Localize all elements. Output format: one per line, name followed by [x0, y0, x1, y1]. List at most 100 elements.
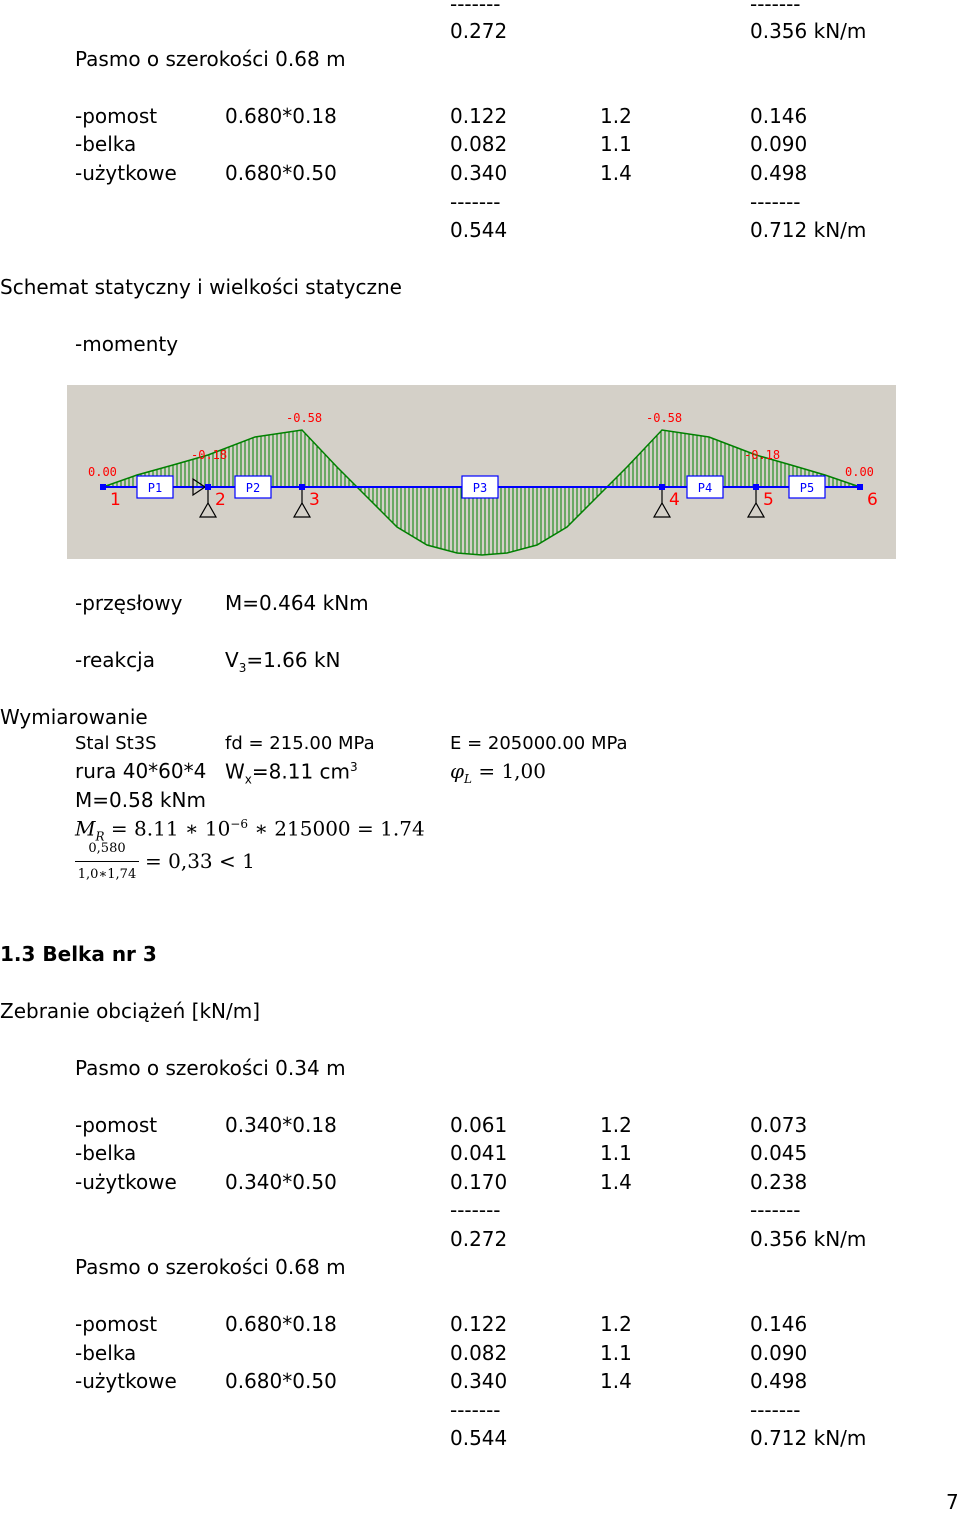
zebranie-heading: Zebranie obciążeń [kN/m] [0, 999, 261, 1023]
row-calc: 0.340*0.50 [225, 1170, 337, 1194]
fraction-bar [75, 861, 139, 862]
row-design: 0.498 [750, 161, 808, 185]
node-number: 1 [110, 490, 121, 510]
span-box [461, 475, 499, 499]
row-design: 0.090 [750, 1341, 808, 1365]
row-name: -belka [75, 1341, 137, 1365]
moment-value: -0.18 [191, 448, 227, 462]
pasmo-label: Pasmo o szerokości 0.34 m [75, 1056, 346, 1080]
moment-value: 0.00 [88, 465, 117, 479]
row-name: -użytkowe [75, 161, 177, 185]
moment-value: 0.00 [845, 465, 874, 479]
row-char: 0.041 [450, 1141, 508, 1165]
node-marker [100, 484, 106, 490]
row-name: -belka [75, 132, 137, 156]
dash-line: ------- [450, 190, 501, 214]
dash-line: ------- [450, 1198, 501, 1222]
phi-formula: φL = 1,00 [450, 759, 546, 786]
span-label: P1 [148, 481, 162, 495]
row-design: 0.073 [750, 1113, 808, 1137]
sum-design: 0.356 kN/m [750, 1227, 867, 1251]
row-name: -belka [75, 1141, 137, 1165]
row-char: 0.122 [450, 104, 508, 128]
dash-line: ------- [750, 1198, 801, 1222]
row-name: -pomost [75, 1312, 158, 1336]
pasmo-label: Pasmo o szerokości 0.68 m [75, 1255, 346, 1279]
mr-formula: MR = 8.11 ∗ 10−6 ∗ 215000 = 1.74 [75, 816, 425, 844]
moment-value: -0.58 [646, 411, 682, 425]
dash-line: ------- [450, 1398, 501, 1422]
dash-line: ------- [450, 0, 501, 16]
fd-value: fd = 215.00 MPa [225, 733, 375, 754]
node-number: 4 [669, 490, 680, 510]
fraction-result: = 0,33 < 1 [145, 849, 255, 873]
row-factor: 1.2 [600, 104, 632, 128]
dash-line: ------- [750, 0, 801, 16]
node-number: 5 [763, 490, 774, 510]
page-number: 7 [946, 1490, 959, 1514]
sum-char: 0.272 [450, 19, 508, 43]
total-design: 0.712 kN/m [750, 218, 867, 242]
span-label: P3 [473, 481, 487, 495]
moment-hatch [104, 430, 858, 555]
row-calc: 0.680*0.50 [225, 1369, 337, 1393]
row-calc: 0.680*0.18 [225, 1312, 337, 1336]
row-char: 0.170 [450, 1170, 508, 1194]
wx-value: Wx=8.11 cm3 [225, 759, 358, 787]
span-box [788, 475, 826, 499]
node-number: 3 [309, 490, 320, 510]
span-box [234, 475, 272, 499]
momenty-label: -momenty [75, 332, 179, 356]
node-marker [299, 484, 305, 490]
row-name: -pomost [75, 104, 158, 128]
hinge-icon [192, 477, 207, 497]
sum-design: 0.712 kN/m [750, 1426, 867, 1450]
section-heading: 1.3 Belka nr 3 [0, 942, 157, 966]
row-factor: 1.4 [600, 1369, 632, 1393]
span-label: P2 [246, 481, 260, 495]
row-factor: 1.2 [600, 1113, 632, 1137]
row-calc: 0.340*0.18 [225, 1113, 337, 1137]
schemat-heading: Schemat statyczny i wielkości statyczne [0, 275, 402, 299]
row-factor: 1.1 [600, 1141, 632, 1165]
row-char: 0.340 [450, 161, 508, 185]
sum-char: 0.544 [450, 1426, 508, 1450]
sum-char: 0.272 [450, 1227, 508, 1251]
span-label: P4 [698, 481, 712, 495]
row-name: -użytkowe [75, 1369, 177, 1393]
row-factor: 1.4 [600, 1170, 632, 1194]
row-design: 0.090 [750, 132, 808, 156]
node-marker [857, 484, 863, 490]
row-name: -pomost [75, 1113, 158, 1137]
span-box [686, 475, 724, 499]
node-number: 6 [867, 490, 878, 510]
row-char: 0.122 [450, 1312, 508, 1336]
row-factor: 1.4 [600, 161, 632, 185]
row-char: 0.061 [450, 1113, 508, 1137]
row-char: 0.340 [450, 1369, 508, 1393]
przeslowy-label: -przęsłowy [75, 591, 183, 615]
row-design: 0.498 [750, 1369, 808, 1393]
row-factor: 1.1 [600, 132, 632, 156]
dash-line: ------- [750, 190, 801, 214]
dash-line: ------- [750, 1398, 801, 1422]
e-value: E = 205000.00 MPa [450, 733, 628, 754]
node-marker [753, 484, 759, 490]
node-marker [205, 484, 211, 490]
pasmo-label: Pasmo o szerokości 0.68 m [75, 47, 346, 71]
m-value: M=0.58 kNm [75, 788, 206, 812]
row-design: 0.045 [750, 1141, 808, 1165]
span-box [136, 475, 174, 499]
wymiarowanie-heading: Wymiarowanie [0, 705, 148, 729]
row-design: 0.146 [750, 1312, 808, 1336]
node-marker [659, 484, 665, 490]
row-calc: 0.680*0.18 [225, 104, 337, 128]
row-design: 0.146 [750, 104, 808, 128]
sum-design: 0.356 kN/m [750, 19, 867, 43]
rura-label: rura 40*60*4 [75, 759, 207, 783]
total-char: 0.544 [450, 218, 508, 242]
moment-value: -0.18 [744, 448, 780, 462]
moment-curve [102, 429, 861, 556]
reakcja-label: -reakcja [75, 648, 155, 672]
row-design: 0.238 [750, 1170, 808, 1194]
